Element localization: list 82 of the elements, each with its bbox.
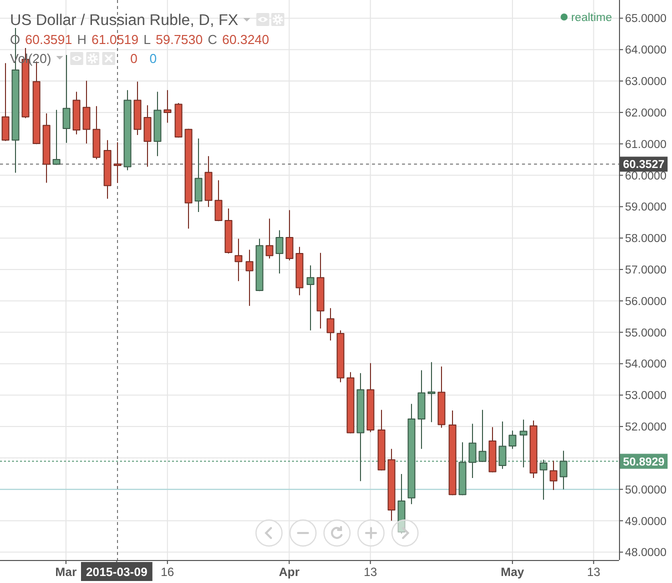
- y-tick-label: 63.0000: [625, 76, 667, 88]
- candlestick: [498, 420, 506, 470]
- y-tick-label: 59.0000: [625, 202, 667, 214]
- candlestick: [346, 372, 354, 434]
- candlestick: [336, 330, 344, 383]
- candlestick: [266, 218, 274, 259]
- candlestick: [540, 459, 548, 500]
- candlestick: [478, 409, 486, 463]
- candlestick: [144, 104, 152, 168]
- y-tick-label: 58.0000: [625, 233, 667, 246]
- x-tick-label: 13: [586, 565, 601, 579]
- candlestick: [468, 423, 476, 479]
- y-tick-label: 50.0000: [625, 484, 667, 496]
- candlestick: [306, 264, 314, 331]
- candlestick: [428, 362, 436, 423]
- candlestick: [154, 91, 162, 157]
- candlestick: [92, 106, 100, 160]
- candlestick: [62, 54, 70, 144]
- candlestick: [520, 419, 528, 468]
- y-tick-label: 52.0000: [625, 422, 667, 434]
- candlestick: [378, 409, 386, 471]
- annotation: 0: [130, 51, 138, 66]
- ref-line-label: 50.8929: [623, 456, 665, 468]
- candlestick: [42, 112, 50, 184]
- candlestick: [174, 102, 182, 138]
- y-tick-label: 49.0000: [625, 516, 667, 528]
- candlestick: [224, 208, 232, 254]
- x-tick-label: 2015-03-09: [86, 565, 148, 579]
- candlestick: [52, 109, 60, 166]
- candlestick: [366, 362, 374, 433]
- candlestick: [508, 430, 516, 450]
- x-tick-label: 13: [364, 565, 378, 579]
- y-tick-label: 64.0000: [625, 44, 667, 57]
- annotation: 0: [149, 51, 157, 66]
- y-tick-label: 62.0000: [625, 107, 667, 120]
- y-tick-label: 57.0000: [625, 264, 667, 277]
- y-tick-label: 61.0000: [625, 138, 667, 151]
- candlestick: [388, 448, 396, 522]
- candlestick: [214, 180, 222, 222]
- candlestick: [72, 91, 80, 135]
- y-tick-label: 65.0000: [625, 13, 667, 26]
- y-tick-label: 48.0000: [625, 547, 667, 560]
- candlestick: [550, 460, 558, 490]
- y-tick-label: 55.0000: [625, 327, 667, 340]
- candlestick: [276, 230, 284, 274]
- x-tick-label: Mar: [55, 565, 77, 579]
- x-tick-label: May: [500, 565, 524, 579]
- candlestick: [560, 450, 568, 490]
- candlestick: [164, 90, 172, 124]
- candlestick: [326, 308, 334, 341]
- candlestick: [2, 62, 10, 142]
- candlestick: [124, 90, 132, 171]
- y-tick-label: 56.0000: [625, 296, 667, 308]
- annotation: realtime: [571, 12, 612, 24]
- ref-line-label: 60.3527: [623, 159, 665, 172]
- candlestick: [438, 366, 446, 428]
- candlestick: [458, 442, 466, 496]
- candlestick: [256, 238, 264, 292]
- candlestick: [184, 128, 192, 230]
- candlestick: [82, 80, 90, 144]
- y-tick-label: 53.0000: [625, 390, 667, 402]
- y-tick-label: 54.0000: [625, 358, 667, 371]
- candlestick: [194, 138, 202, 212]
- candlestick: [418, 370, 426, 450]
- x-tick-label: 16: [160, 565, 174, 579]
- x-tick-label: Apr: [278, 565, 300, 579]
- candlestick: [204, 156, 212, 208]
- candlestick: [356, 372, 364, 482]
- candlestick: [448, 410, 456, 496]
- y-tick-label: 60.0000: [625, 170, 667, 182]
- candlestick: [134, 81, 142, 136]
- candlestick: [286, 210, 294, 261]
- candlestick: [316, 252, 324, 330]
- candlestick: [530, 420, 538, 479]
- candlestick: [488, 426, 496, 473]
- candlestick: [296, 246, 304, 296]
- candlestick: [234, 238, 242, 282]
- text: US Dollar / Russian Ruble, D, FX: [10, 12, 239, 29]
- candlestick: [104, 140, 112, 200]
- candlestick: [246, 249, 254, 306]
- candlestick: [114, 142, 122, 184]
- candlestick: [408, 403, 416, 505]
